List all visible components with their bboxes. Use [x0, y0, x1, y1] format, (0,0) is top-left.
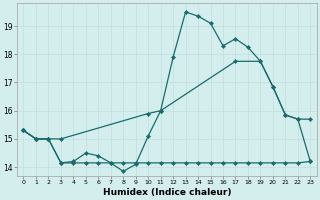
X-axis label: Humidex (Indice chaleur): Humidex (Indice chaleur) [103, 188, 231, 197]
